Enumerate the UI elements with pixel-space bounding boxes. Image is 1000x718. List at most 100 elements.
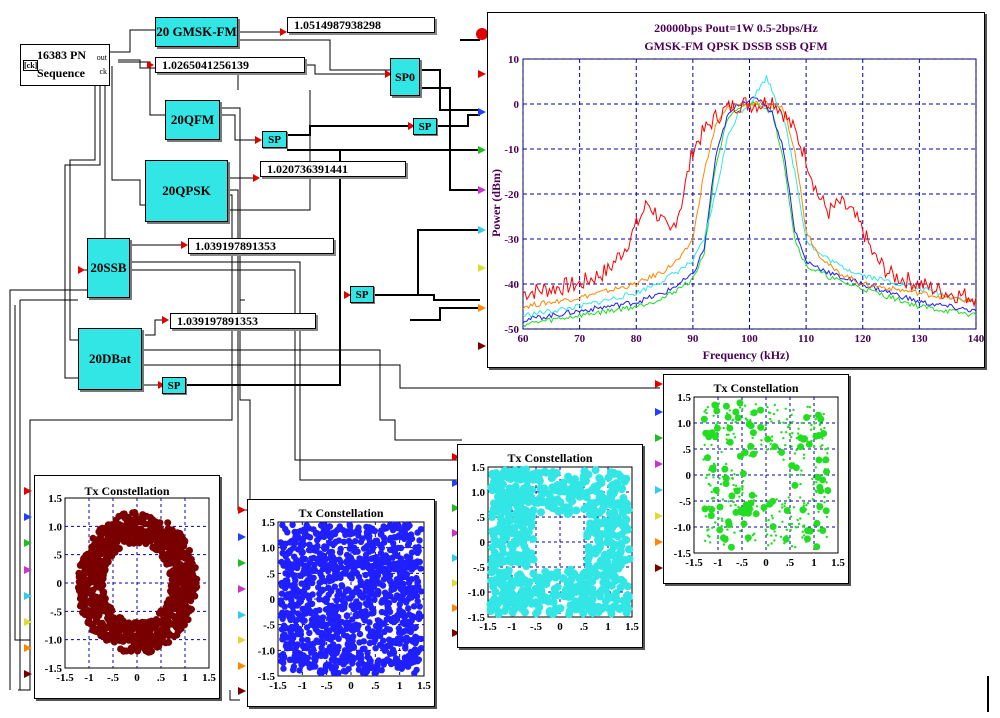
x-tick-label: -.5 <box>736 557 748 569</box>
ssb-power-readout: 1.039197891353 <box>188 238 334 254</box>
constellation-point <box>417 588 425 595</box>
constellation-point <box>513 501 521 510</box>
constellation-point <box>376 619 383 626</box>
constellation-point <box>288 538 295 545</box>
constellation-point <box>705 433 713 441</box>
constellation-point <box>343 559 350 566</box>
constellation-point <box>390 649 398 656</box>
constellation-point <box>191 592 199 600</box>
constellation-point <box>544 490 553 499</box>
constellation-panel-ssb[interactable]: Tx Constellation -1.5 -1 -.5 0 .5 1 1.5 1.5 1.0.… <box>457 444 643 648</box>
constellation-point <box>747 499 755 507</box>
constellation-point <box>374 572 382 579</box>
constellation-point <box>810 423 813 427</box>
sp-block-mid[interactable]: SP <box>413 118 437 135</box>
qfm-modulator-block[interactable]: 20QFM <box>165 100 220 140</box>
constellation-point <box>778 510 781 513</box>
constellation-point <box>155 628 163 636</box>
constellation-point <box>167 603 175 610</box>
constellation-point <box>711 433 719 441</box>
sp-block-ssb[interactable]: SP <box>350 286 374 303</box>
constellation-point <box>385 599 393 607</box>
x-tick-label: .5 <box>157 672 166 684</box>
constellation-point <box>782 437 785 440</box>
constellation-point <box>579 594 588 603</box>
constellation-point <box>301 617 308 624</box>
constellation-point <box>372 645 379 652</box>
constellation-point <box>803 524 806 527</box>
constellation-panel-gmsk[interactable]: Tx Constellation -1.5 -1 -.5 0 .5 1 1.5 1.5 1.0.… <box>663 374 849 584</box>
constellation-point <box>343 612 351 620</box>
constellation-point <box>602 567 611 576</box>
constellation-title: Tx Constellation <box>84 484 170 498</box>
constellation-point <box>499 549 508 558</box>
constellation-point <box>498 590 507 599</box>
pn-sequence-source[interactable]: [ck] 16383 PN Sequence out ck <box>20 44 110 86</box>
constellation-point <box>571 605 580 614</box>
constellation-point <box>535 476 544 485</box>
constellation-point <box>297 527 304 535</box>
constellation-point <box>784 407 787 410</box>
spectrum-plot-panel[interactable]: 20000bps Pout=1W 0.5-2bps/Hz GMSK-FM QPS… <box>487 12 985 368</box>
constellation-point <box>822 456 830 464</box>
constellation-point <box>770 435 774 438</box>
constellation-point <box>704 408 708 411</box>
constellation-panel-dbat[interactable]: Tx Constellation -1.5 -1 -.5 0 .5 1 1.5 1.5 1.0.… <box>34 475 220 699</box>
dbat-modulator-block[interactable]: 20DBat <box>78 328 142 390</box>
constellation-point <box>316 596 323 603</box>
qpsk-modulator-block[interactable]: 20QPSK <box>145 160 228 222</box>
constellation-point <box>352 611 359 619</box>
constellation-point <box>725 441 729 445</box>
constellation-point <box>184 616 192 624</box>
constellation-point <box>310 567 317 574</box>
constellation-point <box>357 592 364 599</box>
constellation-point <box>305 546 313 554</box>
constellation-point <box>592 569 601 578</box>
constellation-point <box>366 538 374 546</box>
constellation-point <box>804 540 808 543</box>
constellation-point <box>322 597 330 605</box>
constellation-point <box>810 439 813 443</box>
y-tick-label: 0 <box>57 578 63 590</box>
ssb-modulator-block[interactable]: 20SSB <box>87 238 130 298</box>
constellation-point <box>300 580 307 588</box>
constellation-point <box>776 409 779 412</box>
constellation-point <box>782 458 785 461</box>
constellation-point <box>622 515 631 524</box>
constellation-point <box>408 549 416 556</box>
constellation-point <box>379 597 386 604</box>
constellation-point <box>148 529 156 537</box>
sp-block-qfm[interactable]: SP <box>262 131 287 148</box>
constellation-point <box>278 652 285 659</box>
constellation-point <box>377 632 384 639</box>
gmsk-fm-modulator-block[interactable]: 20 GMSK-FM <box>155 17 238 47</box>
constellation-point <box>281 603 288 610</box>
constellation-point <box>123 647 130 655</box>
sp-block-dbat[interactable]: SP <box>162 377 186 394</box>
pn-power-readout: 1.0265041256139 <box>155 57 305 73</box>
constellation-point <box>781 506 784 509</box>
constellation-point <box>395 560 402 567</box>
constellation-point <box>110 631 118 639</box>
constellation-point <box>578 585 587 594</box>
constellation-point <box>349 616 356 623</box>
constellation-point <box>88 552 96 560</box>
constellation-point <box>825 481 828 484</box>
constellation-point <box>712 497 716 500</box>
spectrum-y-label: Power (dBm) <box>489 169 503 237</box>
constellation-point <box>103 557 111 565</box>
constellation-point <box>729 504 732 507</box>
constellation-point <box>555 482 564 491</box>
constellation-point <box>582 477 590 485</box>
constellation-point <box>347 625 354 632</box>
constellation-point <box>176 591 184 599</box>
constellation-point <box>610 469 619 477</box>
constellation-title: Tx Constellation <box>713 381 799 395</box>
x-tick-label: 0 <box>134 672 140 684</box>
constellation-point <box>789 515 793 518</box>
constellation-point <box>783 542 786 545</box>
sp0-splitter-block[interactable]: SP0 <box>390 58 420 96</box>
constellation-panel-qpsk[interactable]: Tx Constellation -1.5 -1 -.5 0 .5 1 1.5 1.5 1.0.… <box>247 499 435 707</box>
constellation-point <box>390 637 397 645</box>
